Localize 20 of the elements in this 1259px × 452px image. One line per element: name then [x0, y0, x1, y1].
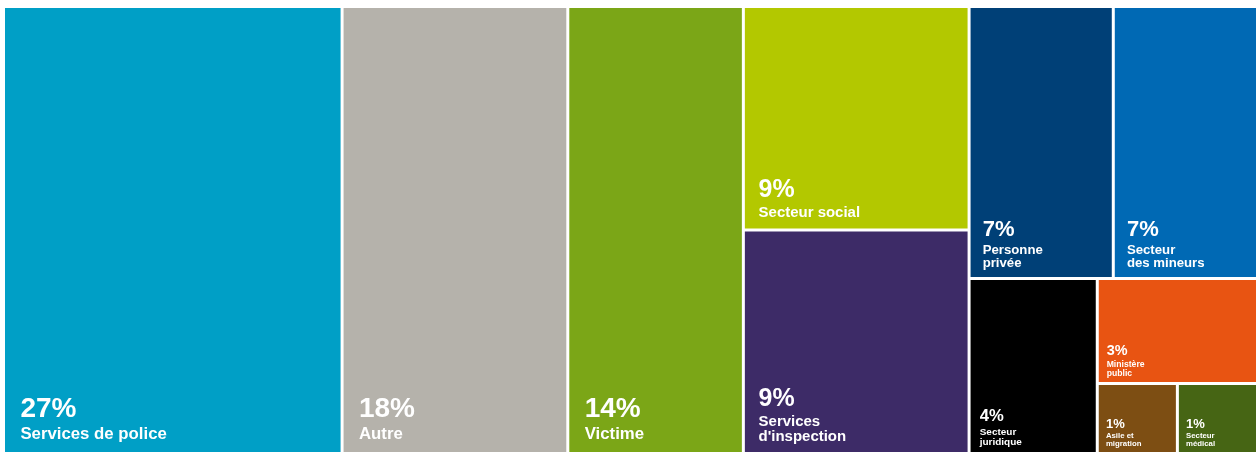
- category-label: Services de police: [20, 424, 167, 444]
- data-label: 1%: [1186, 415, 1206, 431]
- data-label: 4%: [979, 406, 1004, 426]
- category-label: Secteur social: [758, 203, 861, 221]
- data-label: 27%: [20, 391, 77, 423]
- category-label: Secteur des mineurs: [1126, 241, 1205, 271]
- data-label: 3%: [1106, 342, 1128, 359]
- data-label: 7%: [982, 216, 1015, 242]
- data-label: 9%: [758, 382, 795, 411]
- data-label: 14%: [584, 391, 641, 423]
- data-label: 1%: [1105, 415, 1126, 431]
- data-label: 7%: [1126, 216, 1159, 242]
- category-label: Secteur juridique: [978, 425, 1023, 447]
- category-label: Ministère public: [1106, 358, 1145, 378]
- data-label: 9%: [758, 174, 795, 203]
- category-label: Victime: [584, 424, 645, 444]
- category-label: Personne privée: [982, 241, 1043, 271]
- category-label: Services d'inspection: [758, 411, 847, 444]
- data-label: 18%: [358, 391, 416, 423]
- category-label: Autre: [358, 424, 403, 444]
